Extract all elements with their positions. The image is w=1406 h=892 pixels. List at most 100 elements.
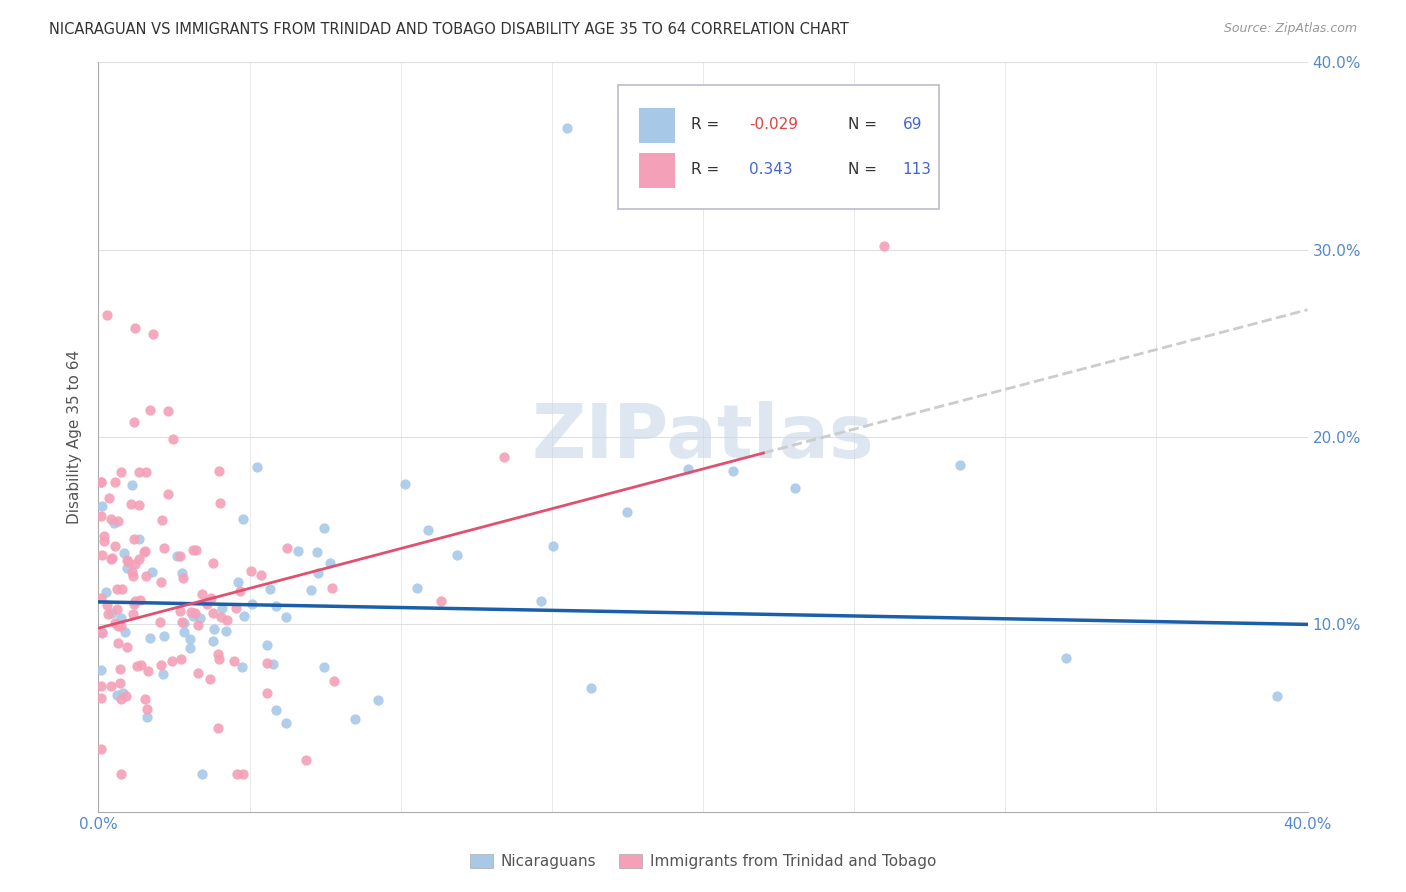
Legend: Nicaraguans, Immigrants from Trinidad and Tobago: Nicaraguans, Immigrants from Trinidad an… — [464, 848, 942, 875]
Point — [104, 539, 127, 553]
Point — [873, 239, 896, 253]
Point — [405, 581, 427, 595]
Point — [103, 516, 125, 530]
Point — [783, 481, 806, 495]
Point — [112, 686, 135, 700]
Text: 0.343: 0.343 — [749, 162, 793, 178]
Point — [169, 604, 191, 618]
Point — [200, 591, 222, 605]
Point — [264, 599, 287, 613]
Point — [222, 654, 245, 668]
Point — [187, 665, 209, 680]
Point — [110, 767, 132, 781]
Point — [256, 686, 278, 700]
Point — [266, 703, 288, 717]
Point — [541, 539, 564, 553]
Point — [90, 663, 112, 677]
Point — [105, 688, 128, 702]
Point — [135, 569, 157, 583]
Point — [170, 651, 193, 665]
Point — [276, 541, 298, 555]
Point — [157, 403, 180, 417]
Point — [208, 495, 231, 509]
Point — [135, 701, 157, 715]
Point — [530, 594, 553, 608]
Text: 113: 113 — [903, 162, 932, 178]
Point — [232, 767, 254, 781]
Point — [117, 555, 139, 569]
Point — [276, 609, 298, 624]
Point — [93, 534, 115, 549]
Point — [149, 658, 172, 673]
Point — [90, 690, 112, 705]
Point — [110, 465, 132, 479]
Point — [139, 403, 162, 417]
Text: 69: 69 — [903, 117, 922, 132]
Point — [108, 676, 131, 690]
Point — [134, 692, 156, 706]
Text: NICARAGUAN VS IMMIGRANTS FROM TRINIDAD AND TOBAGO DISABILITY AGE 35 TO 64 CORREL: NICARAGUAN VS IMMIGRANTS FROM TRINIDAD A… — [49, 22, 849, 37]
Point — [1054, 651, 1077, 665]
Point — [121, 477, 143, 491]
Point — [105, 602, 128, 616]
Point — [207, 721, 229, 735]
Point — [149, 574, 172, 589]
Point — [299, 582, 322, 597]
Point — [100, 512, 122, 526]
Point — [90, 679, 112, 693]
Point — [90, 624, 112, 639]
Point — [170, 615, 193, 630]
Point — [187, 618, 209, 632]
Point — [209, 610, 232, 624]
Point — [162, 432, 184, 446]
Point — [184, 606, 207, 620]
Text: ZIPatlas: ZIPatlas — [531, 401, 875, 474]
Point — [201, 556, 224, 570]
Point — [229, 584, 252, 599]
Point — [150, 513, 173, 527]
Point — [256, 638, 278, 652]
Point — [169, 549, 191, 564]
Point — [307, 545, 329, 559]
Point — [249, 568, 271, 582]
Point — [141, 565, 163, 579]
Point — [225, 601, 247, 615]
Point — [124, 415, 146, 429]
Point — [157, 487, 180, 501]
Point — [181, 542, 204, 557]
Point — [121, 568, 143, 582]
Point — [198, 672, 221, 686]
Point — [94, 585, 117, 599]
Point — [97, 491, 120, 506]
Point — [274, 716, 297, 731]
Point — [108, 662, 131, 676]
Point — [90, 509, 112, 524]
Point — [240, 564, 263, 578]
Point — [153, 541, 176, 556]
Point — [616, 505, 638, 519]
Point — [321, 581, 343, 595]
Point — [148, 615, 170, 629]
Point — [307, 566, 329, 581]
Point — [191, 587, 214, 601]
Text: Source: ZipAtlas.com: Source: ZipAtlas.com — [1223, 22, 1357, 36]
Text: N =: N = — [848, 162, 882, 178]
Point — [232, 512, 254, 526]
Point — [1267, 689, 1289, 703]
Point — [314, 660, 336, 674]
Point — [107, 619, 129, 633]
Point — [162, 654, 184, 668]
Point — [416, 524, 439, 538]
Point — [107, 514, 129, 528]
Point — [112, 546, 135, 560]
Point — [240, 597, 263, 611]
Point — [172, 566, 194, 580]
Point — [194, 595, 217, 609]
Point — [91, 626, 114, 640]
Point — [208, 652, 231, 666]
Y-axis label: Disability Age 35 to 64: Disability Age 35 to 64 — [67, 350, 83, 524]
Point — [134, 544, 156, 558]
Point — [211, 600, 233, 615]
Point — [190, 767, 212, 781]
Point — [579, 681, 602, 695]
